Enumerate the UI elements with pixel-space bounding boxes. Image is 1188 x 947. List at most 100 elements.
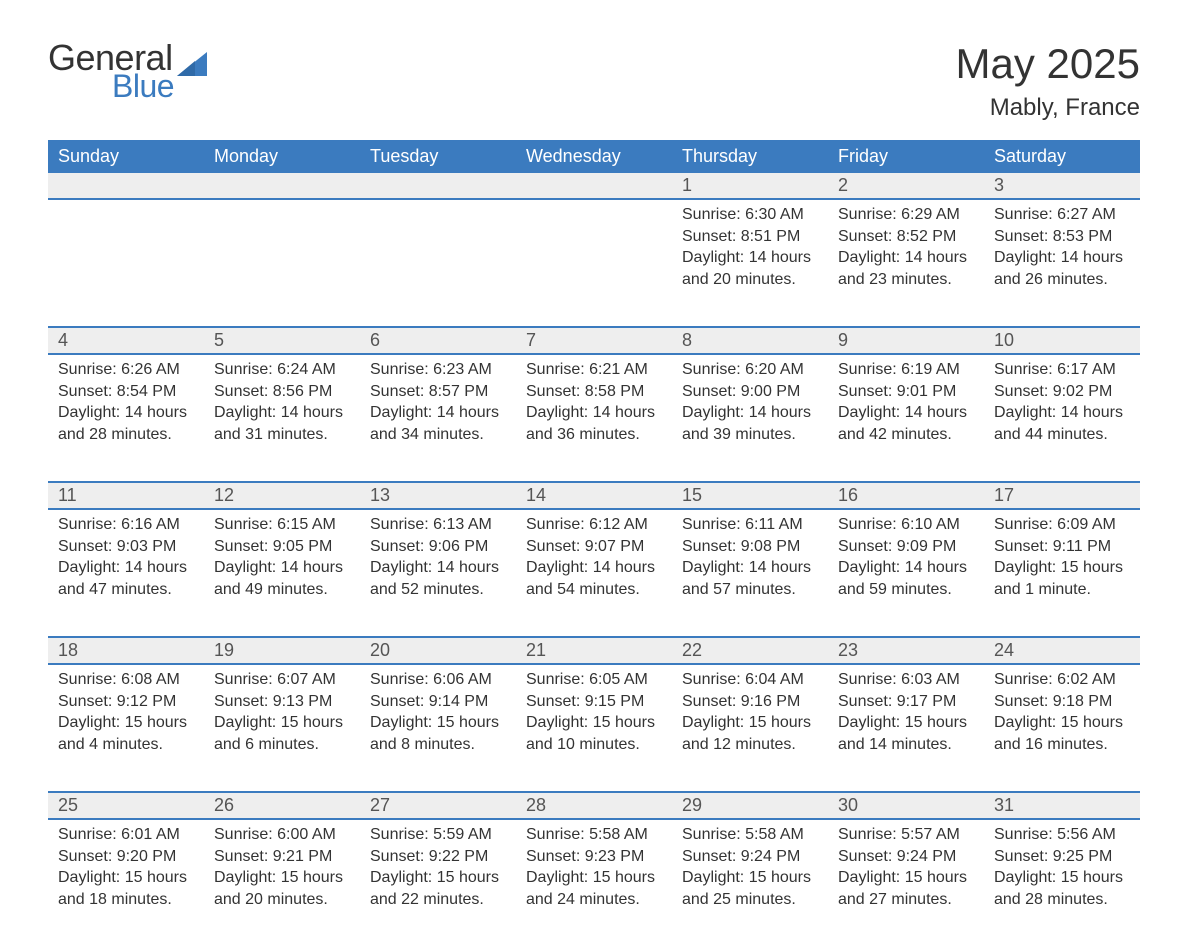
sunset-line: Sunset: 8:54 PM — [58, 381, 194, 403]
daylight-line: Daylight: 14 hours and 36 minutes. — [526, 402, 662, 445]
daylight-line: Daylight: 15 hours and 6 minutes. — [214, 712, 350, 755]
day-data-cell: Sunrise: 6:03 AMSunset: 9:17 PMDaylight:… — [828, 664, 984, 792]
day-number-cell: 1 — [672, 173, 828, 199]
day-number-cell: 2 — [828, 173, 984, 199]
sunset-line: Sunset: 9:06 PM — [370, 536, 506, 558]
sunset-line: Sunset: 8:56 PM — [214, 381, 350, 403]
day-data-cell: Sunrise: 6:10 AMSunset: 9:09 PMDaylight:… — [828, 509, 984, 637]
sunrise-line: Sunrise: 6:03 AM — [838, 669, 974, 691]
day-number-cell: 25 — [48, 792, 204, 819]
day-number-cell: 8 — [672, 327, 828, 354]
day-number-cell: 13 — [360, 482, 516, 509]
day-data-cell — [204, 199, 360, 327]
day-data-row: Sunrise: 6:30 AMSunset: 8:51 PMDaylight:… — [48, 199, 1140, 327]
day-data-cell: Sunrise: 6:23 AMSunset: 8:57 PMDaylight:… — [360, 354, 516, 482]
sunrise-line: Sunrise: 6:15 AM — [214, 514, 350, 536]
day-data-cell: Sunrise: 6:17 AMSunset: 9:02 PMDaylight:… — [984, 354, 1140, 482]
daylight-line: Daylight: 15 hours and 27 minutes. — [838, 867, 974, 910]
day-data-cell: Sunrise: 6:16 AMSunset: 9:03 PMDaylight:… — [48, 509, 204, 637]
sunrise-line: Sunrise: 6:27 AM — [994, 204, 1130, 226]
day-data-cell: Sunrise: 6:26 AMSunset: 8:54 PMDaylight:… — [48, 354, 204, 482]
daylight-line: Daylight: 14 hours and 28 minutes. — [58, 402, 194, 445]
sunset-line: Sunset: 9:05 PM — [214, 536, 350, 558]
day-data-cell: Sunrise: 6:13 AMSunset: 9:06 PMDaylight:… — [360, 509, 516, 637]
daylight-line: Daylight: 14 hours and 47 minutes. — [58, 557, 194, 600]
sunset-line: Sunset: 9:08 PM — [682, 536, 818, 558]
sunset-line: Sunset: 9:16 PM — [682, 691, 818, 713]
sunset-line: Sunset: 9:09 PM — [838, 536, 974, 558]
sunset-line: Sunset: 9:12 PM — [58, 691, 194, 713]
day-data-cell: Sunrise: 6:11 AMSunset: 9:08 PMDaylight:… — [672, 509, 828, 637]
sunrise-line: Sunrise: 6:00 AM — [214, 824, 350, 846]
sunset-line: Sunset: 9:00 PM — [682, 381, 818, 403]
day-data-cell: Sunrise: 5:57 AMSunset: 9:24 PMDaylight:… — [828, 819, 984, 947]
day-data-cell — [360, 199, 516, 327]
day-number-cell: 30 — [828, 792, 984, 819]
day-number-cell — [48, 173, 204, 199]
daylight-line: Daylight: 14 hours and 39 minutes. — [682, 402, 818, 445]
weekday-header: Friday — [828, 140, 984, 173]
sunset-line: Sunset: 9:03 PM — [58, 536, 194, 558]
day-data-cell: Sunrise: 6:21 AMSunset: 8:58 PMDaylight:… — [516, 354, 672, 482]
sunrise-line: Sunrise: 6:24 AM — [214, 359, 350, 381]
day-number-row: 11121314151617 — [48, 482, 1140, 509]
day-data-cell — [48, 199, 204, 327]
day-number-row: 45678910 — [48, 327, 1140, 354]
day-data-cell: Sunrise: 6:04 AMSunset: 9:16 PMDaylight:… — [672, 664, 828, 792]
daylight-line: Daylight: 14 hours and 59 minutes. — [838, 557, 974, 600]
sunset-line: Sunset: 9:07 PM — [526, 536, 662, 558]
day-data-cell: Sunrise: 6:29 AMSunset: 8:52 PMDaylight:… — [828, 199, 984, 327]
day-number-cell: 11 — [48, 482, 204, 509]
daylight-line: Daylight: 14 hours and 26 minutes. — [994, 247, 1130, 290]
sunset-line: Sunset: 9:24 PM — [682, 846, 818, 868]
day-number-cell: 21 — [516, 637, 672, 664]
day-number-cell: 14 — [516, 482, 672, 509]
day-data-cell: Sunrise: 6:19 AMSunset: 9:01 PMDaylight:… — [828, 354, 984, 482]
day-data-cell: Sunrise: 6:06 AMSunset: 9:14 PMDaylight:… — [360, 664, 516, 792]
sunset-line: Sunset: 9:15 PM — [526, 691, 662, 713]
day-data-cell: Sunrise: 5:56 AMSunset: 9:25 PMDaylight:… — [984, 819, 1140, 947]
day-number-cell: 18 — [48, 637, 204, 664]
day-data-cell: Sunrise: 6:24 AMSunset: 8:56 PMDaylight:… — [204, 354, 360, 482]
sunset-line: Sunset: 9:13 PM — [214, 691, 350, 713]
sunrise-line: Sunrise: 5:56 AM — [994, 824, 1130, 846]
sunrise-line: Sunrise: 5:57 AM — [838, 824, 974, 846]
daylight-line: Daylight: 15 hours and 12 minutes. — [682, 712, 818, 755]
daylight-line: Daylight: 15 hours and 18 minutes. — [58, 867, 194, 910]
day-data-cell: Sunrise: 5:58 AMSunset: 9:24 PMDaylight:… — [672, 819, 828, 947]
daylight-line: Daylight: 14 hours and 20 minutes. — [682, 247, 818, 290]
daylight-line: Daylight: 14 hours and 49 minutes. — [214, 557, 350, 600]
day-data-row: Sunrise: 6:26 AMSunset: 8:54 PMDaylight:… — [48, 354, 1140, 482]
day-number-cell: 5 — [204, 327, 360, 354]
daylight-line: Daylight: 15 hours and 10 minutes. — [526, 712, 662, 755]
sunrise-line: Sunrise: 6:29 AM — [838, 204, 974, 226]
sunrise-line: Sunrise: 6:06 AM — [370, 669, 506, 691]
sunset-line: Sunset: 8:57 PM — [370, 381, 506, 403]
daylight-line: Daylight: 14 hours and 52 minutes. — [370, 557, 506, 600]
header-bar: General Blue May 2025 Mably, France — [48, 40, 1140, 122]
sunset-line: Sunset: 8:58 PM — [526, 381, 662, 403]
daylight-line: Daylight: 14 hours and 44 minutes. — [994, 402, 1130, 445]
sunset-line: Sunset: 8:51 PM — [682, 226, 818, 248]
sunrise-line: Sunrise: 6:30 AM — [682, 204, 818, 226]
calendar-body: 123Sunrise: 6:30 AMSunset: 8:51 PMDaylig… — [48, 173, 1140, 947]
day-data-row: Sunrise: 6:16 AMSunset: 9:03 PMDaylight:… — [48, 509, 1140, 637]
day-number-row: 18192021222324 — [48, 637, 1140, 664]
daylight-line: Daylight: 15 hours and 1 minute. — [994, 557, 1130, 600]
day-data-cell: Sunrise: 5:59 AMSunset: 9:22 PMDaylight:… — [360, 819, 516, 947]
day-data-cell: Sunrise: 6:20 AMSunset: 9:00 PMDaylight:… — [672, 354, 828, 482]
sunset-line: Sunset: 9:20 PM — [58, 846, 194, 868]
sunrise-line: Sunrise: 6:04 AM — [682, 669, 818, 691]
day-number-cell: 29 — [672, 792, 828, 819]
logo-triangle-icon — [177, 52, 207, 76]
day-number-cell: 12 — [204, 482, 360, 509]
daylight-line: Daylight: 14 hours and 23 minutes. — [838, 247, 974, 290]
sunrise-line: Sunrise: 6:20 AM — [682, 359, 818, 381]
sunrise-line: Sunrise: 6:23 AM — [370, 359, 506, 381]
weekday-header: Thursday — [672, 140, 828, 173]
day-data-cell: Sunrise: 6:01 AMSunset: 9:20 PMDaylight:… — [48, 819, 204, 947]
daylight-line: Daylight: 15 hours and 24 minutes. — [526, 867, 662, 910]
daylight-line: Daylight: 15 hours and 4 minutes. — [58, 712, 194, 755]
sunset-line: Sunset: 9:11 PM — [994, 536, 1130, 558]
sunset-line: Sunset: 9:24 PM — [838, 846, 974, 868]
